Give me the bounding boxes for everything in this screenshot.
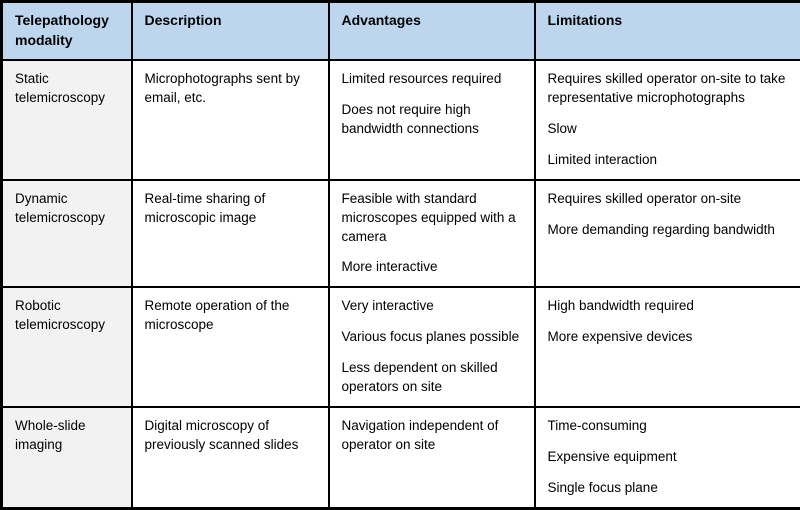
table-row-static: Static telemicroscopy Microphotographs s… xyxy=(2,60,800,180)
cell-text: Microphotographs sent by email, etc. xyxy=(145,70,318,108)
cell-text: Expensive equipment xyxy=(548,448,791,467)
cell-description: Real-time sharing of microscopic image xyxy=(132,180,329,288)
modality-label: Whole-slide imaging xyxy=(15,417,121,455)
cell-text: Time-consuming xyxy=(548,417,791,436)
cell-text: Real-time sharing of microscopic image xyxy=(145,190,318,228)
cell-limitations: Time-consuming Expensive equipment Singl… xyxy=(535,407,800,508)
cell-text: Limited interaction xyxy=(548,151,791,170)
cell-advantages: Limited resources required Does not requ… xyxy=(329,60,535,180)
cell-text: Less dependent on skilled operators on s… xyxy=(342,359,524,397)
table-body: Static telemicroscopy Microphotographs s… xyxy=(2,60,800,508)
header-row: Telepathology modality Description Advan… xyxy=(2,2,800,61)
cell-text: Navigation independent of operator on si… xyxy=(342,417,524,455)
cell-description: Remote operation of the microscope xyxy=(132,287,329,407)
cell-limitations: Requires skilled operator on-site to tak… xyxy=(535,60,800,180)
cell-advantages: Navigation independent of operator on si… xyxy=(329,407,535,508)
cell-text: More demanding regarding bandwidth xyxy=(548,221,791,240)
cell-text: Remote operation of the microscope xyxy=(145,297,318,335)
cell-description: Microphotographs sent by email, etc. xyxy=(132,60,329,180)
column-header-description: Description xyxy=(132,2,329,61)
table-row-dynamic: Dynamic telemicroscopy Real-time sharing… xyxy=(2,180,800,288)
column-header-limitations: Limitations xyxy=(535,2,800,61)
cell-advantages: Feasible with standard microscopes equip… xyxy=(329,180,535,288)
modality-label: Robotic telemicroscopy xyxy=(15,297,121,335)
cell-text: Single focus plane xyxy=(548,479,791,498)
cell-text: Requires skilled operator on-site xyxy=(548,190,791,209)
cell-limitations: Requires skilled operator on-site More d… xyxy=(535,180,800,288)
cell-modality: Static telemicroscopy xyxy=(2,60,132,180)
cell-limitations: High bandwidth required More expensive d… xyxy=(535,287,800,407)
cell-text: More interactive xyxy=(342,258,524,277)
cell-text: Does not require high bandwidth connecti… xyxy=(342,101,524,139)
table-row-whole-slide: Whole-slide imaging Digital microscopy o… xyxy=(2,407,800,508)
column-header-modality: Telepathology modality xyxy=(2,2,132,61)
cell-text: High bandwidth required xyxy=(548,297,791,316)
cell-text: Digital microscopy of previously scanned… xyxy=(145,417,318,455)
cell-modality: Whole-slide imaging xyxy=(2,407,132,508)
cell-text: Slow xyxy=(548,120,791,139)
cell-text: Very interactive xyxy=(342,297,524,316)
cell-text: Requires skilled operator on-site to tak… xyxy=(548,70,791,108)
cell-description: Digital microscopy of previously scanned… xyxy=(132,407,329,508)
table-header: Telepathology modality Description Advan… xyxy=(2,2,800,61)
cell-modality: Dynamic telemicroscopy xyxy=(2,180,132,288)
cell-text: Limited resources required xyxy=(342,70,524,89)
table-row-robotic: Robotic telemicroscopy Remote operation … xyxy=(2,287,800,407)
cell-text: Various focus planes possible xyxy=(342,328,524,347)
cell-text: More expensive devices xyxy=(548,328,791,347)
cell-modality: Robotic telemicroscopy xyxy=(2,287,132,407)
modality-label: Dynamic telemicroscopy xyxy=(15,190,121,228)
cell-text: Feasible with standard microscopes equip… xyxy=(342,190,524,247)
column-header-advantages: Advantages xyxy=(329,2,535,61)
modality-label: Static telemicroscopy xyxy=(15,70,121,108)
cell-advantages: Very interactive Various focus planes po… xyxy=(329,287,535,407)
